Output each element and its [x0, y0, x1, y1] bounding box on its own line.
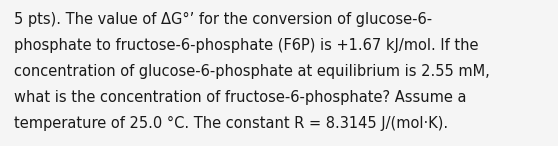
Text: phosphate to fructose-6-phosphate (F6P) is +1.67 kJ/mol. If the: phosphate to fructose-6-phosphate (F6P) … [14, 38, 479, 53]
Text: 5 pts). The value of ΔG°’ for the conversion of glucose-6-: 5 pts). The value of ΔG°’ for the conver… [14, 12, 432, 27]
Text: temperature of 25.0 °C. The constant R = 8.3145 J/(mol·K).: temperature of 25.0 °C. The constant R =… [14, 116, 448, 131]
Text: concentration of glucose-6-phosphate at equilibrium is 2.55 mM,: concentration of glucose-6-phosphate at … [14, 64, 490, 79]
Text: what is the concentration of fructose-6-phosphate? Assume a: what is the concentration of fructose-6-… [14, 90, 466, 105]
